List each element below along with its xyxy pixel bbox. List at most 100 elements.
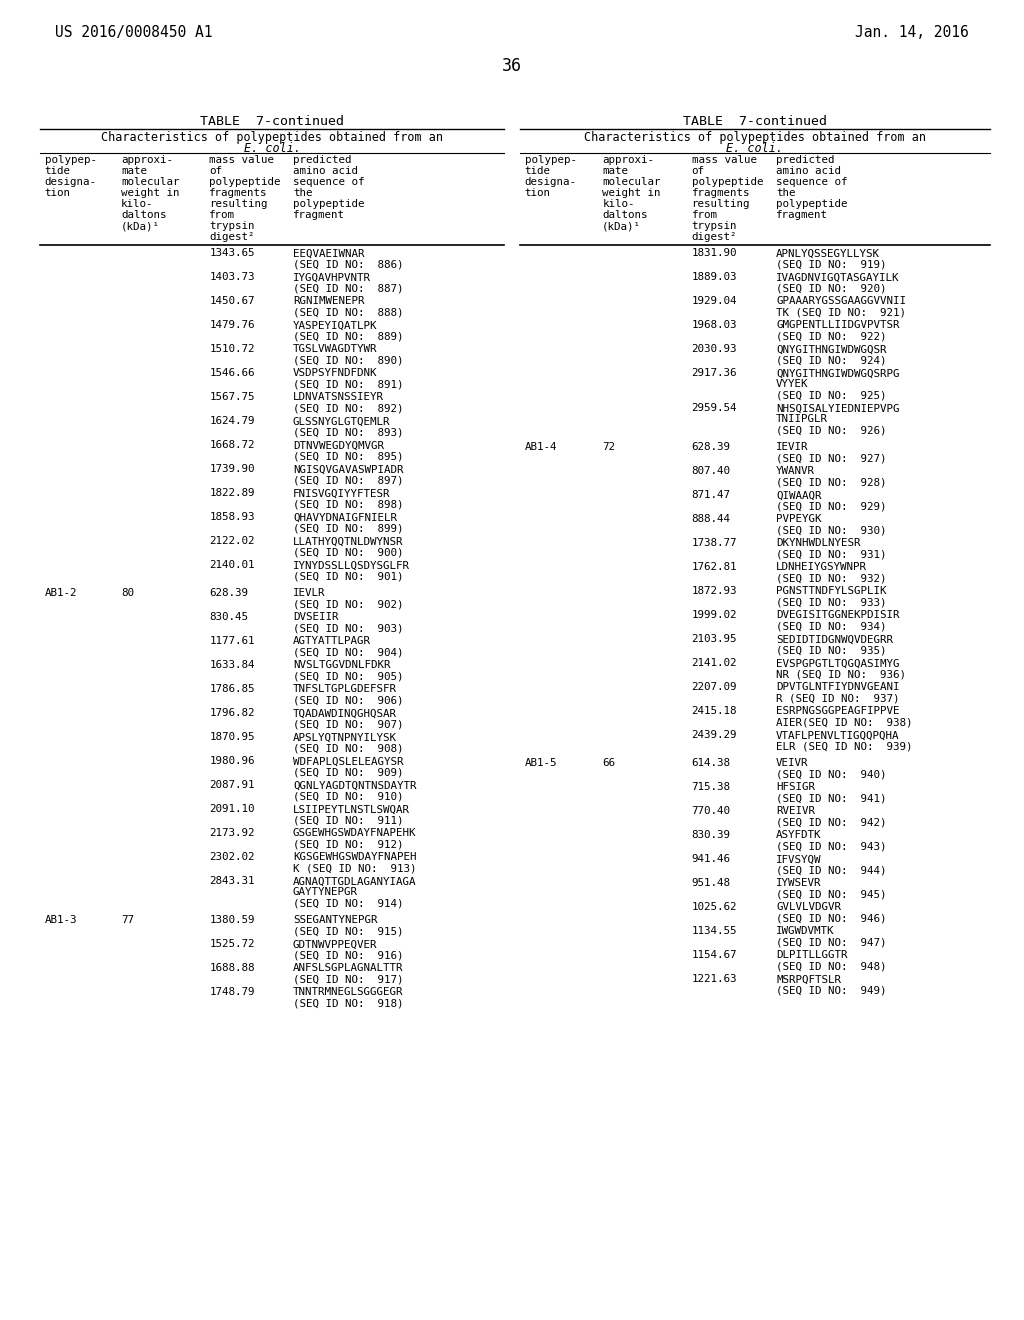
Text: 1025.62: 1025.62	[691, 903, 737, 912]
Text: trypsin: trypsin	[209, 222, 255, 231]
Text: (SEQ ID NO:  945): (SEQ ID NO: 945)	[776, 890, 887, 899]
Text: GAYTYNEPGR: GAYTYNEPGR	[293, 887, 357, 898]
Text: fragment: fragment	[293, 210, 345, 220]
Text: kilo-: kilo-	[121, 199, 154, 210]
Text: sequence of: sequence of	[293, 177, 365, 187]
Text: 2140.01: 2140.01	[209, 560, 255, 570]
Text: 1786.85: 1786.85	[209, 684, 255, 694]
Text: (SEQ ID NO:  906): (SEQ ID NO: 906)	[293, 696, 403, 705]
Text: (SEQ ID NO:  949): (SEQ ID NO: 949)	[776, 985, 887, 995]
Text: 2087.91: 2087.91	[209, 780, 255, 791]
Text: (SEQ ID NO:  948): (SEQ ID NO: 948)	[776, 961, 887, 972]
Text: GSGEWHGSWDAYFNAPEHK: GSGEWHGSWDAYFNAPEHK	[293, 829, 417, 838]
Text: (SEQ ID NO:  941): (SEQ ID NO: 941)	[776, 793, 887, 804]
Text: (SEQ ID NO:  942): (SEQ ID NO: 942)	[776, 817, 887, 828]
Text: 1822.89: 1822.89	[209, 488, 255, 498]
Text: (SEQ ID NO:  943): (SEQ ID NO: 943)	[776, 841, 887, 851]
Text: 2030.93: 2030.93	[691, 345, 737, 354]
Text: IYNYDSSLLQSDYSGLFR: IYNYDSSLLQSDYSGLFR	[293, 560, 410, 570]
Text: 628.39: 628.39	[209, 589, 249, 598]
Text: FNISVGQIYYFTESR: FNISVGQIYYFTESR	[293, 488, 390, 498]
Text: US 2016/0008450 A1: US 2016/0008450 A1	[55, 25, 213, 40]
Text: 1870.95: 1870.95	[209, 733, 255, 742]
Text: 1450.67: 1450.67	[209, 296, 255, 306]
Text: 1738.77: 1738.77	[691, 539, 737, 548]
Text: (SEQ ID NO:  918): (SEQ ID NO: 918)	[293, 998, 403, 1008]
Text: kilo-: kilo-	[602, 199, 635, 210]
Text: 66: 66	[602, 758, 615, 768]
Text: resulting: resulting	[691, 199, 750, 210]
Text: (SEQ ID NO:  889): (SEQ ID NO: 889)	[293, 331, 403, 342]
Text: HFSIGR: HFSIGR	[776, 783, 815, 792]
Text: (SEQ ID NO:  944): (SEQ ID NO: 944)	[776, 866, 887, 875]
Text: TK (SEQ ID NO:  921): TK (SEQ ID NO: 921)	[776, 308, 906, 317]
Text: (SEQ ID NO:  920): (SEQ ID NO: 920)	[776, 284, 887, 293]
Text: (kDa)¹: (kDa)¹	[121, 222, 160, 231]
Text: LSIIPEYTLNSTLSWQAR: LSIIPEYTLNSTLSWQAR	[293, 804, 410, 814]
Text: (SEQ ID NO:  909): (SEQ ID NO: 909)	[293, 767, 403, 777]
Text: 1221.63: 1221.63	[691, 974, 737, 985]
Text: 770.40: 770.40	[691, 807, 730, 816]
Text: polypep-: polypep-	[45, 156, 96, 165]
Text: Jan. 14, 2016: Jan. 14, 2016	[855, 25, 969, 40]
Text: VYYEK: VYYEK	[776, 379, 809, 389]
Text: 2302.02: 2302.02	[209, 853, 255, 862]
Text: (SEQ ID NO:  912): (SEQ ID NO: 912)	[293, 840, 403, 849]
Text: 2173.92: 2173.92	[209, 829, 255, 838]
Text: 2843.31: 2843.31	[209, 876, 255, 886]
Text: QHAVYDNAIGFNIELR: QHAVYDNAIGFNIELR	[293, 512, 397, 523]
Text: 1872.93: 1872.93	[691, 586, 737, 597]
Text: polypeptide: polypeptide	[776, 199, 848, 210]
Text: mate: mate	[121, 166, 147, 177]
Text: GVLVLVDGVR: GVLVLVDGVR	[776, 903, 841, 912]
Text: weight in: weight in	[602, 189, 660, 198]
Text: TABLE  7-continued: TABLE 7-continued	[683, 115, 827, 128]
Text: 2959.54: 2959.54	[691, 404, 737, 413]
Text: 2091.10: 2091.10	[209, 804, 255, 814]
Text: 1968.03: 1968.03	[691, 321, 737, 330]
Text: TABLE  7-continued: TABLE 7-continued	[200, 115, 344, 128]
Text: QIWAAQR: QIWAAQR	[776, 490, 821, 500]
Text: DKYNHWDLNYESR: DKYNHWDLNYESR	[776, 539, 860, 548]
Text: (SEQ ID NO:  910): (SEQ ID NO: 910)	[293, 791, 403, 801]
Text: IEVLR: IEVLR	[293, 589, 326, 598]
Text: molecular: molecular	[602, 177, 660, 187]
Text: AB1-4: AB1-4	[524, 442, 557, 453]
Text: (SEQ ID NO:  897): (SEQ ID NO: 897)	[293, 475, 403, 486]
Text: approxi-: approxi-	[602, 156, 654, 165]
Text: 77: 77	[121, 915, 134, 925]
Text: IWGWDVMTK: IWGWDVMTK	[776, 927, 835, 936]
Text: 1980.96: 1980.96	[209, 756, 255, 767]
Text: weight in: weight in	[121, 189, 179, 198]
Text: (SEQ ID NO:  911): (SEQ ID NO: 911)	[293, 816, 403, 825]
Text: (SEQ ID NO:  917): (SEQ ID NO: 917)	[293, 974, 403, 985]
Text: 1510.72: 1510.72	[209, 345, 255, 354]
Text: 1343.65: 1343.65	[209, 248, 255, 259]
Text: (SEQ ID NO:  919): (SEQ ID NO: 919)	[776, 259, 887, 269]
Text: (kDa)¹: (kDa)¹	[602, 222, 641, 231]
Text: YASPEYIQATLPK: YASPEYIQATLPK	[293, 321, 378, 330]
Text: (SEQ ID NO:  916): (SEQ ID NO: 916)	[293, 950, 403, 961]
Text: 36: 36	[502, 57, 522, 75]
Text: designa-: designa-	[524, 177, 577, 187]
Text: polypep-: polypep-	[524, 156, 577, 165]
Text: polypeptide: polypeptide	[209, 177, 281, 187]
Text: IYGQAVHPVNTR: IYGQAVHPVNTR	[293, 272, 371, 282]
Text: PGNSTTNDFYLSGPLIK: PGNSTTNDFYLSGPLIK	[776, 586, 887, 597]
Text: (SEQ ID NO:  892): (SEQ ID NO: 892)	[293, 404, 403, 413]
Text: 871.47: 871.47	[691, 490, 730, 500]
Text: (SEQ ID NO:  947): (SEQ ID NO: 947)	[776, 937, 887, 948]
Text: SSEGANTYNEPGR: SSEGANTYNEPGR	[293, 915, 378, 925]
Text: 830.45: 830.45	[209, 612, 249, 622]
Text: AB1-5: AB1-5	[524, 758, 557, 768]
Text: 1567.75: 1567.75	[209, 392, 255, 403]
Text: DLPITLLGGTR: DLPITLLGGTR	[776, 950, 848, 961]
Text: (SEQ ID NO:  904): (SEQ ID NO: 904)	[293, 647, 403, 657]
Text: PVPEYGK: PVPEYGK	[776, 515, 821, 524]
Text: approxi-: approxi-	[121, 156, 173, 165]
Text: (SEQ ID NO:  888): (SEQ ID NO: 888)	[293, 308, 403, 317]
Text: 72: 72	[602, 442, 615, 453]
Text: YWANVR: YWANVR	[776, 466, 815, 477]
Text: tion: tion	[45, 189, 71, 198]
Text: fragments: fragments	[209, 189, 268, 198]
